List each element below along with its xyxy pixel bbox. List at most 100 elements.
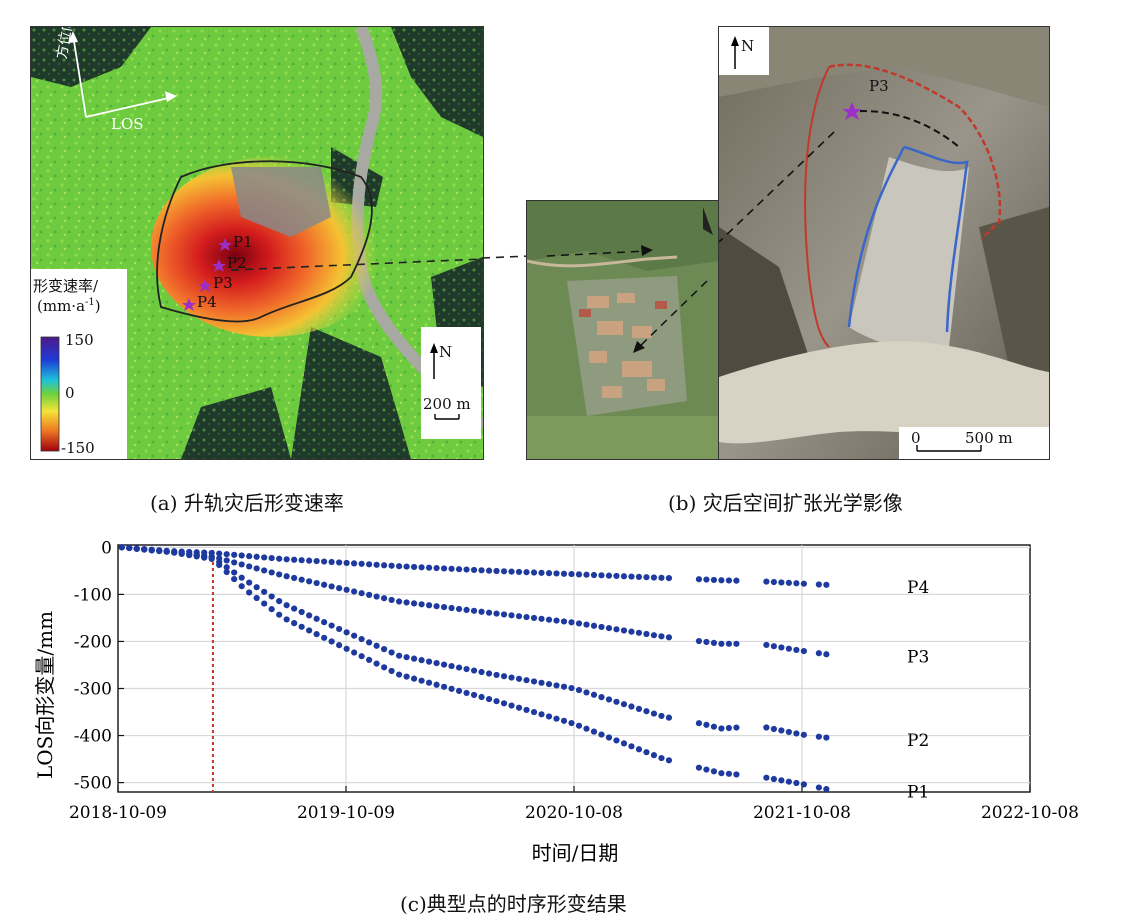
data-point <box>628 743 635 750</box>
data-point <box>590 728 598 735</box>
y-tick-label: -200 <box>74 632 112 652</box>
data-point <box>583 621 590 628</box>
data-point <box>253 594 260 602</box>
north-label: N <box>741 37 755 55</box>
data-point <box>538 569 545 576</box>
data-point <box>485 567 493 574</box>
data-point <box>575 571 583 578</box>
landslide-boundary <box>156 160 373 323</box>
data-point <box>283 602 290 609</box>
legend-title-line1: 形变速率/ <box>33 277 99 295</box>
data-point <box>628 628 635 635</box>
data-point <box>448 604 455 612</box>
data-point <box>508 674 515 681</box>
data-point <box>395 671 403 678</box>
data-point <box>568 570 575 578</box>
data-point <box>246 553 253 560</box>
data-point <box>366 639 373 646</box>
data-point <box>538 615 545 622</box>
data-point <box>770 775 777 783</box>
data-point <box>366 561 373 568</box>
gridlines <box>118 545 1030 792</box>
data-point <box>216 550 223 557</box>
data-point <box>530 614 538 622</box>
data-point <box>358 635 365 643</box>
data-point <box>455 664 463 671</box>
star-icon <box>198 279 212 292</box>
blue-boundary <box>847 145 969 333</box>
data-point <box>553 617 560 624</box>
data-point <box>351 632 358 639</box>
data-point <box>560 683 568 690</box>
data-point <box>800 781 807 788</box>
data-point <box>216 561 223 569</box>
data-point <box>246 589 253 596</box>
data-point <box>373 642 380 649</box>
data-point <box>171 549 178 556</box>
data-point <box>246 579 253 586</box>
data-point <box>823 734 830 741</box>
data-point <box>635 746 643 753</box>
data-point <box>493 698 500 705</box>
series-p2: P2 <box>118 544 929 751</box>
data-point <box>403 563 410 570</box>
data-point <box>440 565 448 572</box>
data-point <box>613 737 620 744</box>
point-label-p2: P2 <box>227 254 247 272</box>
data-point <box>231 559 238 566</box>
data-point <box>650 632 658 639</box>
data-point <box>560 618 568 625</box>
data-point <box>590 691 598 698</box>
data-point <box>283 616 290 623</box>
point-label-p3: P3 <box>213 274 233 292</box>
data-point <box>523 613 530 621</box>
data-point <box>261 588 268 595</box>
deformation-map-svg <box>31 27 483 459</box>
y-tick-label: -100 <box>74 585 112 605</box>
data-point <box>403 654 410 661</box>
data-point <box>336 642 343 649</box>
data-point <box>763 724 770 731</box>
data-point <box>508 612 515 619</box>
data-point <box>261 567 268 574</box>
north-arrow-icon <box>430 343 438 353</box>
data-point <box>560 570 568 577</box>
scale-zero-label: 0 <box>911 429 921 447</box>
data-point <box>433 681 440 688</box>
star-icon <box>842 102 862 120</box>
data-point <box>381 646 388 653</box>
data-point <box>763 578 770 585</box>
data-point <box>770 725 777 733</box>
data-point <box>575 620 583 627</box>
data-point <box>440 661 448 668</box>
data-point <box>343 586 350 593</box>
y-tick-label: -400 <box>74 727 112 747</box>
data-point <box>470 566 478 574</box>
data-point <box>793 779 800 787</box>
data-point <box>366 656 373 664</box>
data-point <box>485 695 493 703</box>
data-point <box>306 612 313 619</box>
data-point <box>590 571 598 579</box>
data-point <box>321 581 328 588</box>
data-point <box>493 671 500 679</box>
data-point <box>703 638 710 646</box>
data-point <box>523 706 530 714</box>
data-point <box>253 553 260 560</box>
data-point <box>148 547 155 554</box>
data-point <box>725 640 733 647</box>
data-point <box>733 771 740 778</box>
data-point <box>695 720 703 727</box>
data-point <box>156 547 163 555</box>
data-point <box>485 670 493 677</box>
data-point <box>553 715 560 722</box>
data-point <box>793 730 800 737</box>
star-icon <box>182 298 196 311</box>
star-icon <box>218 238 232 251</box>
data-point <box>598 623 605 631</box>
data-point <box>800 648 807 655</box>
y-tick-label: -300 <box>74 679 112 699</box>
data-point <box>373 561 380 568</box>
data-point <box>283 556 290 563</box>
caption-a: (a) 升轨灾后形变速率 <box>150 491 344 515</box>
